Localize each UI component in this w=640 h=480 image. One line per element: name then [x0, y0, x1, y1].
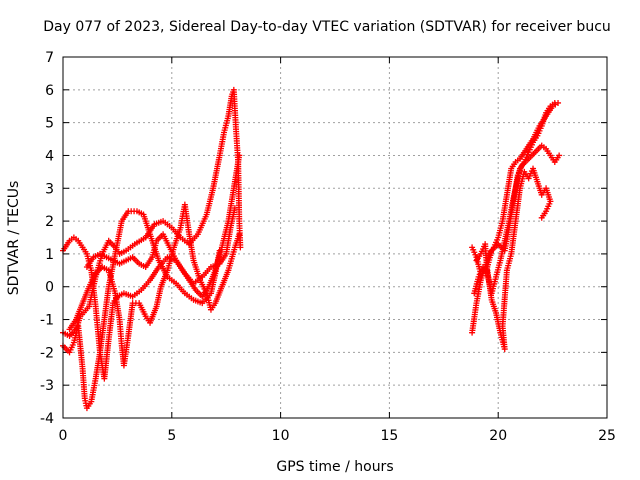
y-tick-label: 2 — [45, 214, 54, 230]
y-tick-label: 0 — [45, 280, 54, 296]
y-axis-label: SDTVAR / TECUs — [6, 181, 22, 296]
grid — [63, 57, 607, 418]
data-point — [236, 231, 243, 238]
plot-frame — [62, 56, 608, 419]
y-tick-label: 4 — [45, 148, 54, 164]
x-tick-label: 20 — [489, 428, 507, 444]
y-tick-label: -3 — [40, 378, 54, 394]
x-tick-label: 15 — [380, 428, 398, 444]
y-tick-label: -2 — [40, 345, 54, 361]
data-point — [538, 214, 545, 221]
x-axis-label: GPS time / hours — [276, 459, 393, 475]
data-point — [556, 152, 563, 159]
axis-ticks: 0 5 10 15 20 25 -4 -3 -2 -1 0 1 2 3 4 5 6 7 — [40, 50, 616, 444]
y-tick-label: 3 — [45, 181, 54, 197]
x-tick-label: 5 — [167, 428, 176, 444]
y-tick-label: 7 — [45, 50, 54, 66]
chart-title: Day 077 of 2023, Sidereal Day-to-day VTE… — [43, 19, 611, 35]
data-points — [60, 86, 563, 412]
y-tick-label: 6 — [45, 83, 54, 99]
y-tick-label: -1 — [40, 313, 54, 329]
x-tick-label: 25 — [598, 428, 616, 444]
data-point — [551, 99, 558, 106]
x-tick-label: 0 — [59, 428, 68, 444]
data-point — [236, 152, 243, 159]
data-point — [237, 244, 244, 251]
y-tick-label: -4 — [40, 411, 54, 427]
x-tick-label: 10 — [272, 428, 290, 444]
y-tick-label: 1 — [45, 247, 54, 263]
y-tick-label: 5 — [45, 116, 54, 132]
